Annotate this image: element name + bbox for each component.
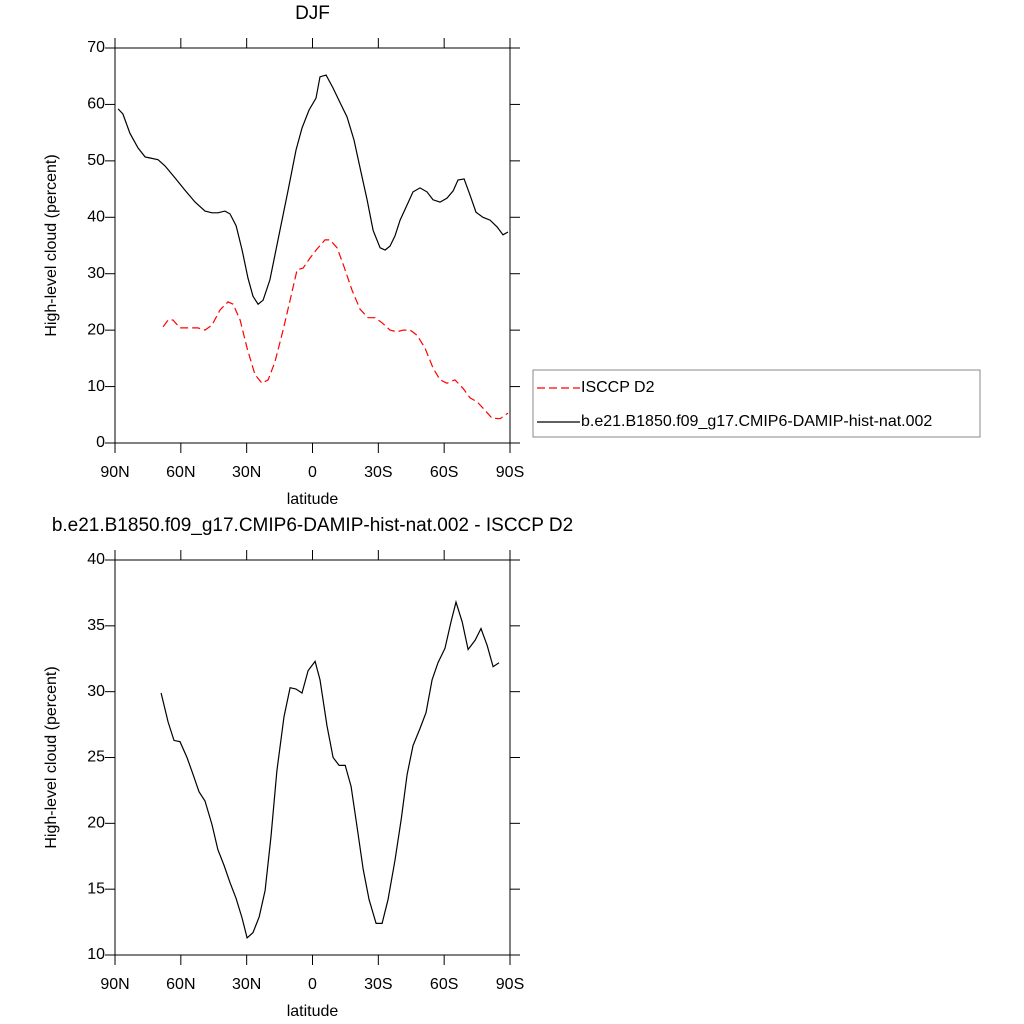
data-line	[117, 74, 509, 306]
data-line	[162, 239, 509, 420]
data-line	[160, 599, 500, 940]
x-tick-label: 90N	[100, 976, 129, 993]
y-tick-label: 70	[87, 39, 105, 56]
y-axis-label: High-level cloud (percent)	[43, 666, 60, 848]
x-tick-label: 30N	[232, 464, 261, 481]
y-axis-label: High-level cloud (percent)	[43, 154, 60, 336]
y-tick-label: 0	[96, 434, 105, 451]
y-tick-label: 40	[87, 209, 105, 226]
x-tick-label: 90S	[496, 464, 524, 481]
y-tick-label: 50	[87, 152, 105, 169]
x-tick-label: 60S	[430, 976, 458, 993]
plot-frame	[114, 47, 511, 444]
legend-label: ISCCP D2	[581, 379, 655, 396]
x-tick-label: 30S	[364, 464, 392, 481]
x-tick-label: 60N	[166, 464, 195, 481]
x-tick-label: 60N	[166, 976, 195, 993]
y-tick-label: 20	[87, 815, 105, 832]
y-tick-label: 20	[87, 321, 105, 338]
chart-title: DJF	[295, 3, 330, 24]
y-tick-label: 15	[87, 880, 105, 897]
x-tick-label: 30S	[364, 976, 392, 993]
plot-frame	[114, 559, 511, 956]
x-axis-label: latitude	[287, 1003, 339, 1020]
x-tick-label: 0	[308, 464, 317, 481]
y-tick-label: 40	[87, 551, 105, 568]
legend-box	[532, 369, 981, 438]
y-tick-label: 25	[87, 749, 105, 766]
y-tick-label: 35	[87, 617, 105, 634]
chart-title: b.e21.B1850.f09_g17.CMIP6-DAMIP-hist-nat…	[52, 515, 573, 536]
x-tick-label: 90S	[496, 976, 524, 993]
x-axis-label: latitude	[287, 491, 339, 508]
y-tick-label: 10	[87, 946, 105, 963]
y-tick-label: 60	[87, 96, 105, 113]
x-tick-label: 0	[308, 976, 317, 993]
legend-label: b.e21.B1850.f09_g17.CMIP6-DAMIP-hist-nat…	[581, 413, 932, 430]
x-tick-label: 60S	[430, 464, 458, 481]
x-tick-label: 90N	[100, 464, 129, 481]
y-tick-label: 30	[87, 265, 105, 282]
y-tick-label: 30	[87, 683, 105, 700]
y-tick-label: 10	[87, 378, 105, 395]
x-tick-label: 30N	[232, 976, 261, 993]
